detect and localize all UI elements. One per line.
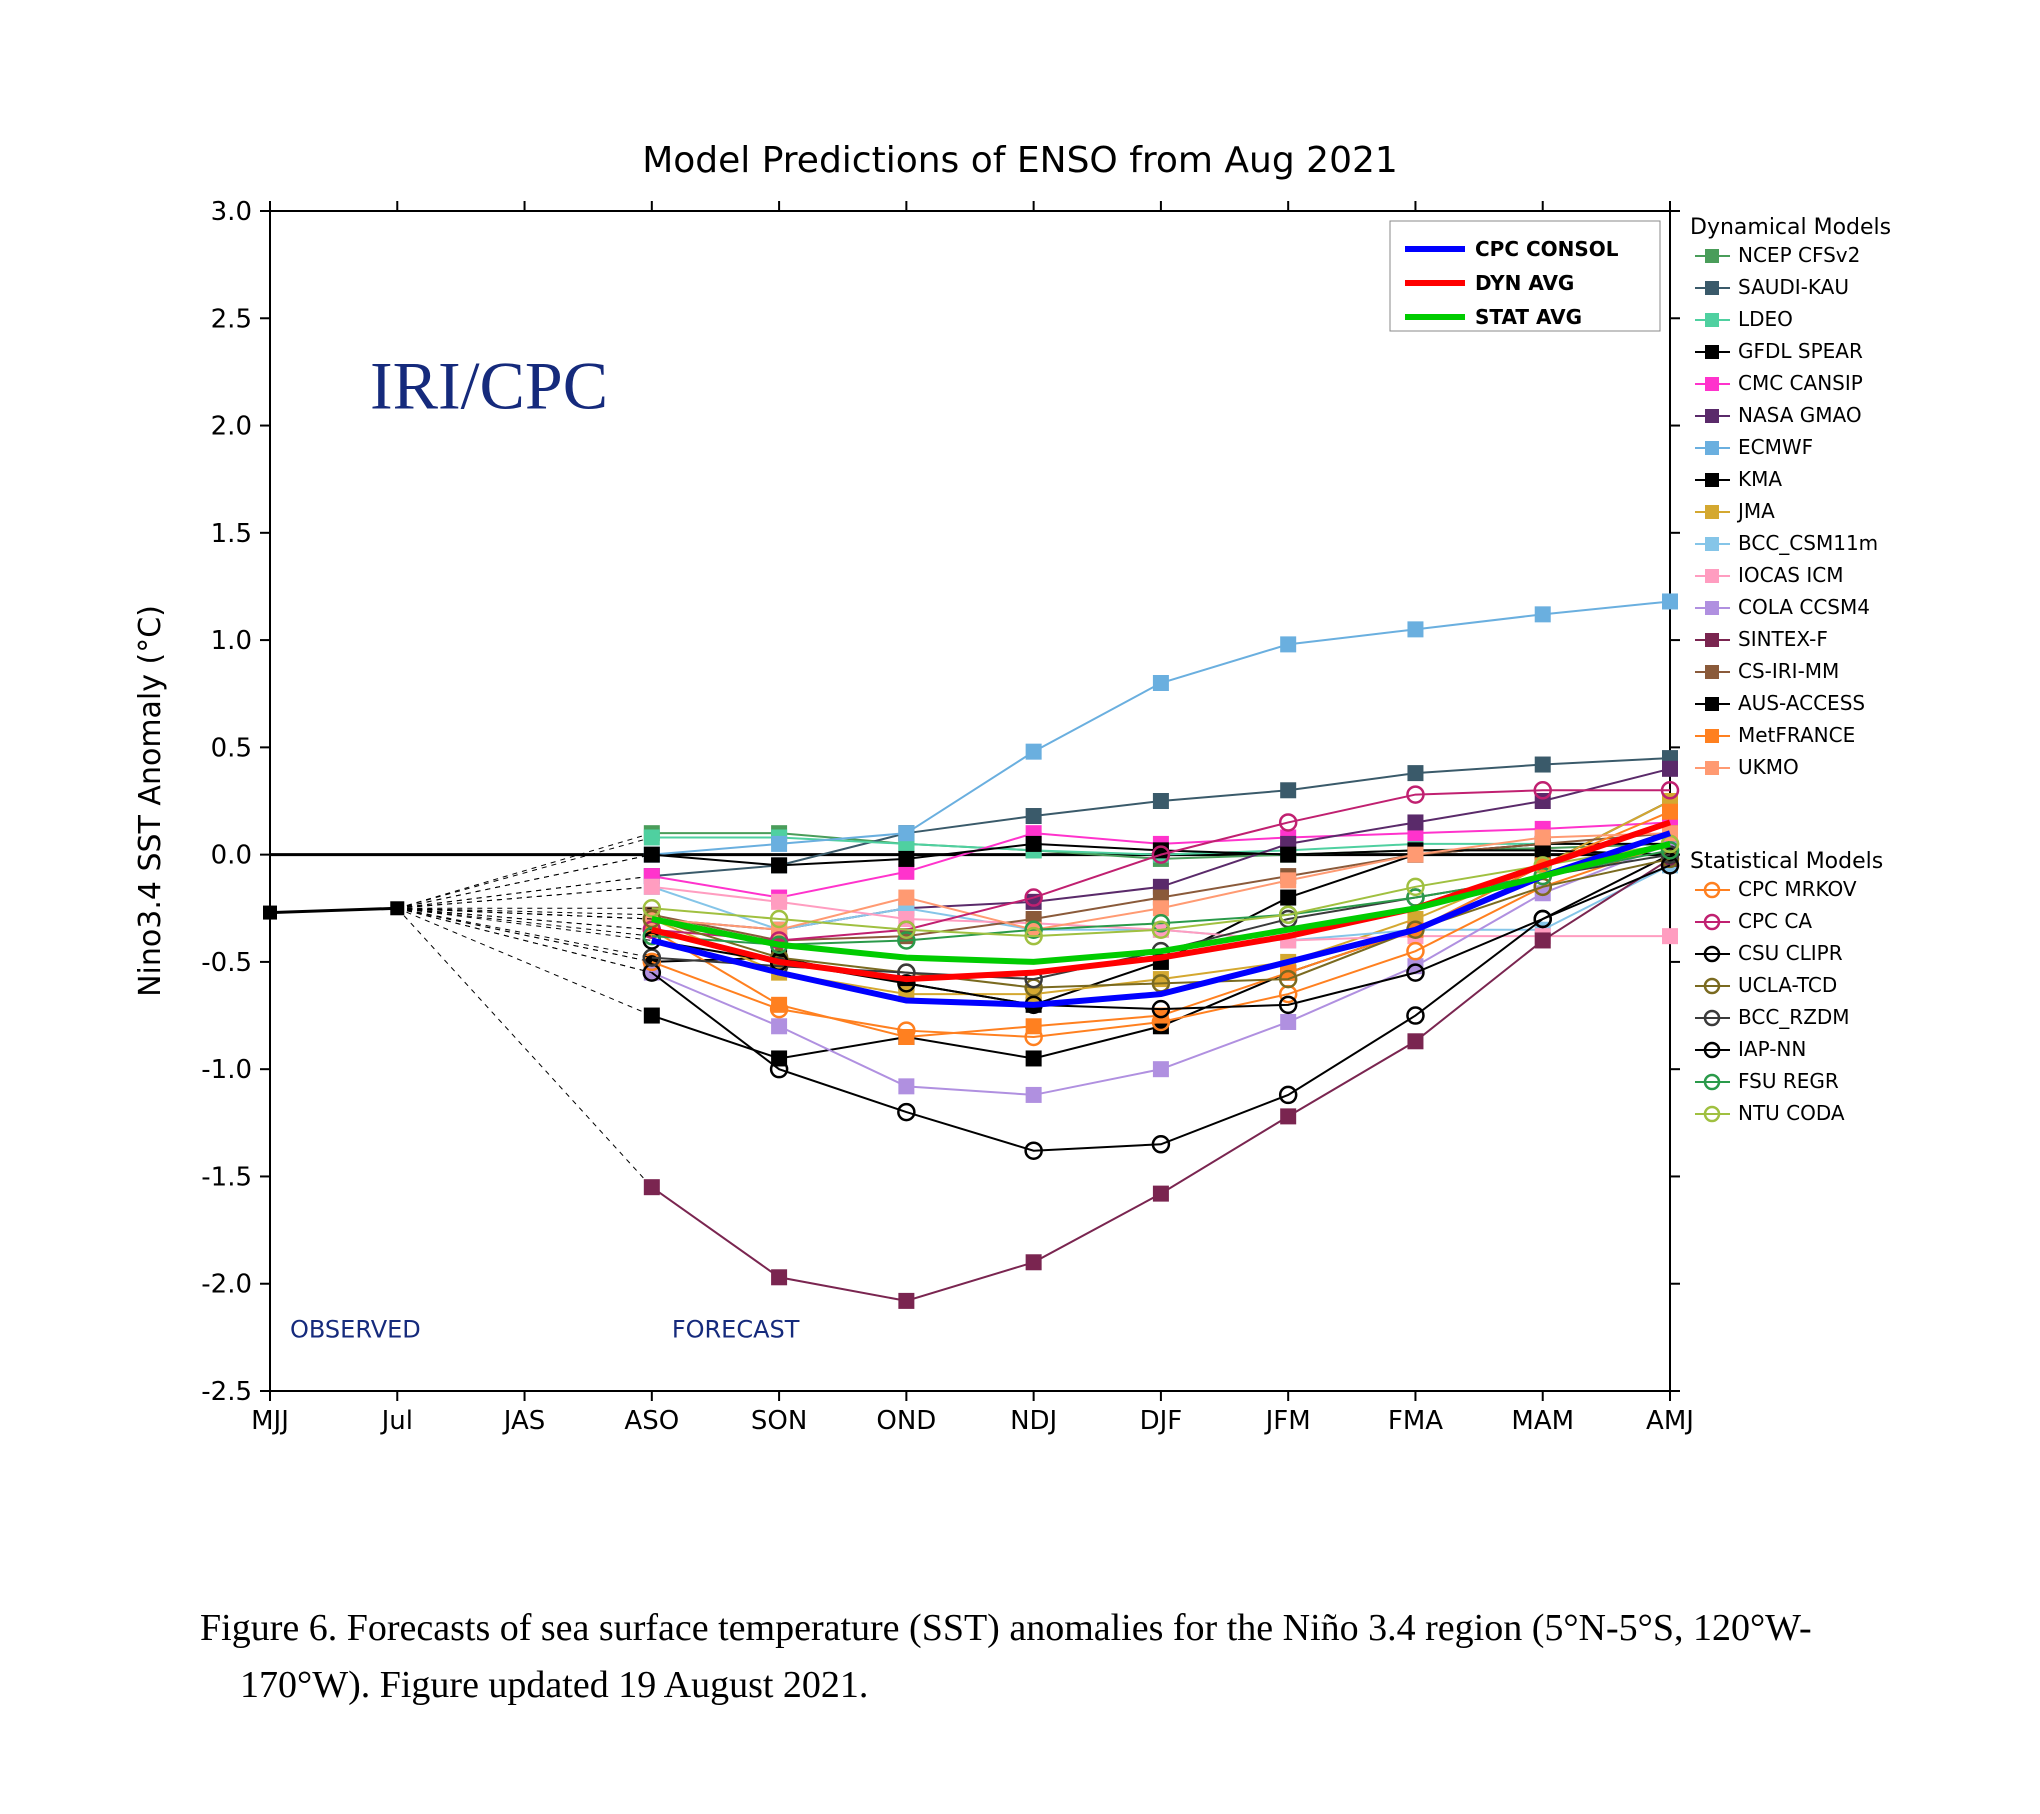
svg-text:JFM: JFM <box>1264 1406 1311 1436</box>
svg-text:AMJ: AMJ <box>1646 1406 1694 1436</box>
svg-text:CPC CONSOL: CPC CONSOL <box>1475 237 1619 261</box>
chart-svg: -2.5 -2.0 -1.5 -1.0 -0.5 0.0 0.5 1.0 1.5 2.0 2.5 3.… <box>80 191 1960 1511</box>
svg-text:CPC CA: CPC CA <box>1738 909 1812 933</box>
svg-text:Dynamical Models: Dynamical Models <box>1690 215 1891 240</box>
chart-title: Model Predictions of ENSO from Aug 2021 <box>80 140 1960 181</box>
svg-text:2.0: 2.0 <box>211 412 252 442</box>
svg-text:CS-IRI-MM: CS-IRI-MM <box>1738 659 1839 683</box>
svg-text:0.5: 0.5 <box>211 733 252 763</box>
svg-text:Nino3.4 SST Anomaly (°C): Nino3.4 SST Anomaly (°C) <box>133 605 168 997</box>
svg-text:JAS: JAS <box>502 1406 546 1436</box>
svg-text:SAUDI-KAU: SAUDI-KAU <box>1738 275 1849 299</box>
svg-text:MetFRANCE: MetFRANCE <box>1738 723 1855 747</box>
svg-text:BCC_CSM11m: BCC_CSM11m <box>1738 531 1878 555</box>
svg-text:CMC CANSIP: CMC CANSIP <box>1738 371 1863 395</box>
svg-text:SINTEX-F: SINTEX-F <box>1738 627 1828 651</box>
svg-text:1.5: 1.5 <box>211 519 252 549</box>
svg-text:Statistical Models: Statistical Models <box>1690 849 1883 874</box>
svg-text:AUS-ACCESS: AUS-ACCESS <box>1738 691 1865 715</box>
svg-text:ECMWF: ECMWF <box>1738 435 1813 459</box>
figure-caption: Figure 6. Forecasts of sea surface tempe… <box>200 1600 1900 1714</box>
svg-text:MJJ: MJJ <box>251 1406 289 1436</box>
svg-text:IOCAS ICM: IOCAS ICM <box>1738 563 1843 587</box>
svg-text:-1.5: -1.5 <box>201 1162 252 1192</box>
svg-text:FSU REGR: FSU REGR <box>1738 1069 1839 1093</box>
svg-text:CSU CLIPR: CSU CLIPR <box>1738 941 1843 965</box>
svg-text:MAM: MAM <box>1511 1406 1574 1436</box>
svg-text:UCLA-TCD: UCLA-TCD <box>1738 973 1837 997</box>
svg-text:DJF: DJF <box>1140 1406 1183 1436</box>
svg-text:0.0: 0.0 <box>211 841 252 871</box>
svg-text:ASO: ASO <box>624 1406 679 1436</box>
svg-text:DYN AVG: DYN AVG <box>1475 271 1574 295</box>
svg-text:Jul: Jul <box>380 1406 413 1436</box>
svg-text:IAP-NN: IAP-NN <box>1738 1037 1806 1061</box>
svg-text:-2.0: -2.0 <box>201 1270 252 1300</box>
svg-text:KMA: KMA <box>1738 467 1782 491</box>
svg-text:FMA: FMA <box>1388 1406 1443 1436</box>
svg-text:NTU CODA: NTU CODA <box>1738 1101 1845 1125</box>
svg-text:JMA: JMA <box>1736 499 1775 523</box>
svg-text:1.0: 1.0 <box>211 626 252 656</box>
svg-text:STAT AVG: STAT AVG <box>1475 305 1582 329</box>
svg-text:COLA CCSM4: COLA CCSM4 <box>1738 595 1870 619</box>
svg-text:SON: SON <box>751 1406 807 1436</box>
svg-text:NCEP CFSv2: NCEP CFSv2 <box>1738 243 1860 267</box>
svg-text:UKMO: UKMO <box>1738 755 1799 779</box>
svg-text:NDJ: NDJ <box>1010 1406 1057 1436</box>
svg-text:GFDL SPEAR: GFDL SPEAR <box>1738 339 1863 363</box>
chart-area: Model Predictions of ENSO from Aug 2021 … <box>80 140 1960 1540</box>
svg-text:CPC MRKOV: CPC MRKOV <box>1738 877 1857 901</box>
svg-text:-1.0: -1.0 <box>201 1055 252 1085</box>
svg-text:OND: OND <box>876 1406 936 1436</box>
svg-text:-2.5: -2.5 <box>201 1377 252 1407</box>
svg-text:BCC_RZDM: BCC_RZDM <box>1738 1005 1850 1029</box>
svg-text:OBSERVED: OBSERVED <box>290 1315 421 1343</box>
svg-text:IRI/CPC: IRI/CPC <box>370 347 608 423</box>
svg-text:LDEO: LDEO <box>1738 307 1793 331</box>
svg-text:FORECAST: FORECAST <box>672 1315 800 1343</box>
svg-text:2.5: 2.5 <box>211 304 252 334</box>
svg-text:3.0: 3.0 <box>211 197 252 227</box>
svg-text:-0.5: -0.5 <box>201 948 252 978</box>
svg-text:NASA GMAO: NASA GMAO <box>1738 403 1862 427</box>
